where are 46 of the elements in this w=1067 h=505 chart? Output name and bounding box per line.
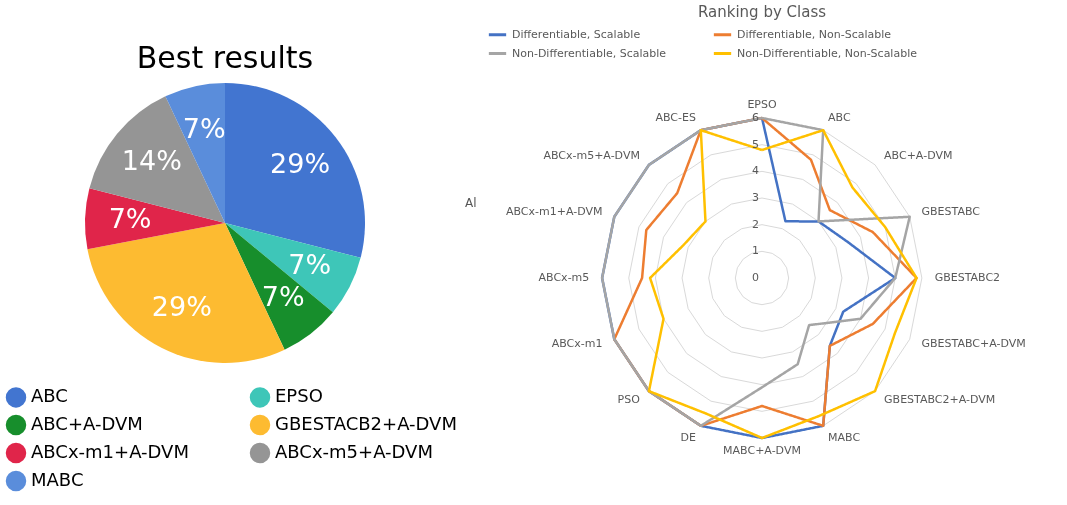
legend-label: EPSO [275,385,323,407]
y-tick-label: 4 [752,164,759,178]
pie-slice [225,223,361,313]
spoke-label: ABCx-m1+A-DVM [505,204,603,218]
legend-label: GBESTACB2+A-DVM [275,413,457,434]
spoke-label: PSO [617,393,641,407]
spoke-label: ABCx-m5 [538,271,590,284]
spoke-label: MABC+A-DVM [723,443,801,457]
y-tick-label: 0 [752,271,759,284]
data-label: 7% [108,203,152,235]
spoke-label: ABC [828,111,851,125]
legend-label: Non-Differentiable, Scalable [512,46,667,60]
spoke-label: ABCx-m1 [551,337,603,351]
spoke-label: ABC+A-DVM [884,148,953,162]
y-tick-label: 3 [752,191,759,204]
chart-title: Best results [136,40,314,75]
chart-title: Ranking by Class [697,3,827,21]
data-label: 7% [261,281,305,313]
legend-label: ABCx-m5+A-DVM [275,441,433,462]
spoke-label: ABCx-m5+A-DVM [543,148,640,162]
spoke-label: MABC [828,430,861,444]
legend-label: Non-Differentiable, Non-Scalable [737,46,918,60]
y-tick-label: 5 [752,137,759,151]
spoke-label: GBESTABC [921,204,981,218]
data-label: 7% [288,249,332,281]
spoke-label: DE [680,430,696,444]
spoke-label: GBESTABC2+A-DVM [884,393,996,407]
data-label: 7% [182,113,226,145]
pie-slice [85,188,225,250]
spoke-label: GBESTABC2 [934,271,1001,284]
legend-label: ABC [31,385,68,407]
data-label: 14% [121,145,182,177]
data-label: 29% [270,147,331,179]
legend-label: Differentiable, Non-Scalable [737,27,892,41]
spoke-label: EPSO [747,98,777,112]
data-label: 29% [151,290,212,322]
spoke-label: ABC-ES [655,111,696,125]
text: Al [465,196,477,210]
legend-label: Differentiable, Scalable [512,27,641,41]
pie-slice [225,223,333,350]
legend-label: ABC+A-DVM [31,413,143,434]
y-tick-label: 2 [752,217,759,231]
legend-label: MABC [31,469,84,490]
spoke-label: GBESTABC+A-DVM [921,337,1026,351]
y-tick-label: 1 [752,244,759,258]
legend-label: ABCx-m1+A-DVM [31,441,189,462]
